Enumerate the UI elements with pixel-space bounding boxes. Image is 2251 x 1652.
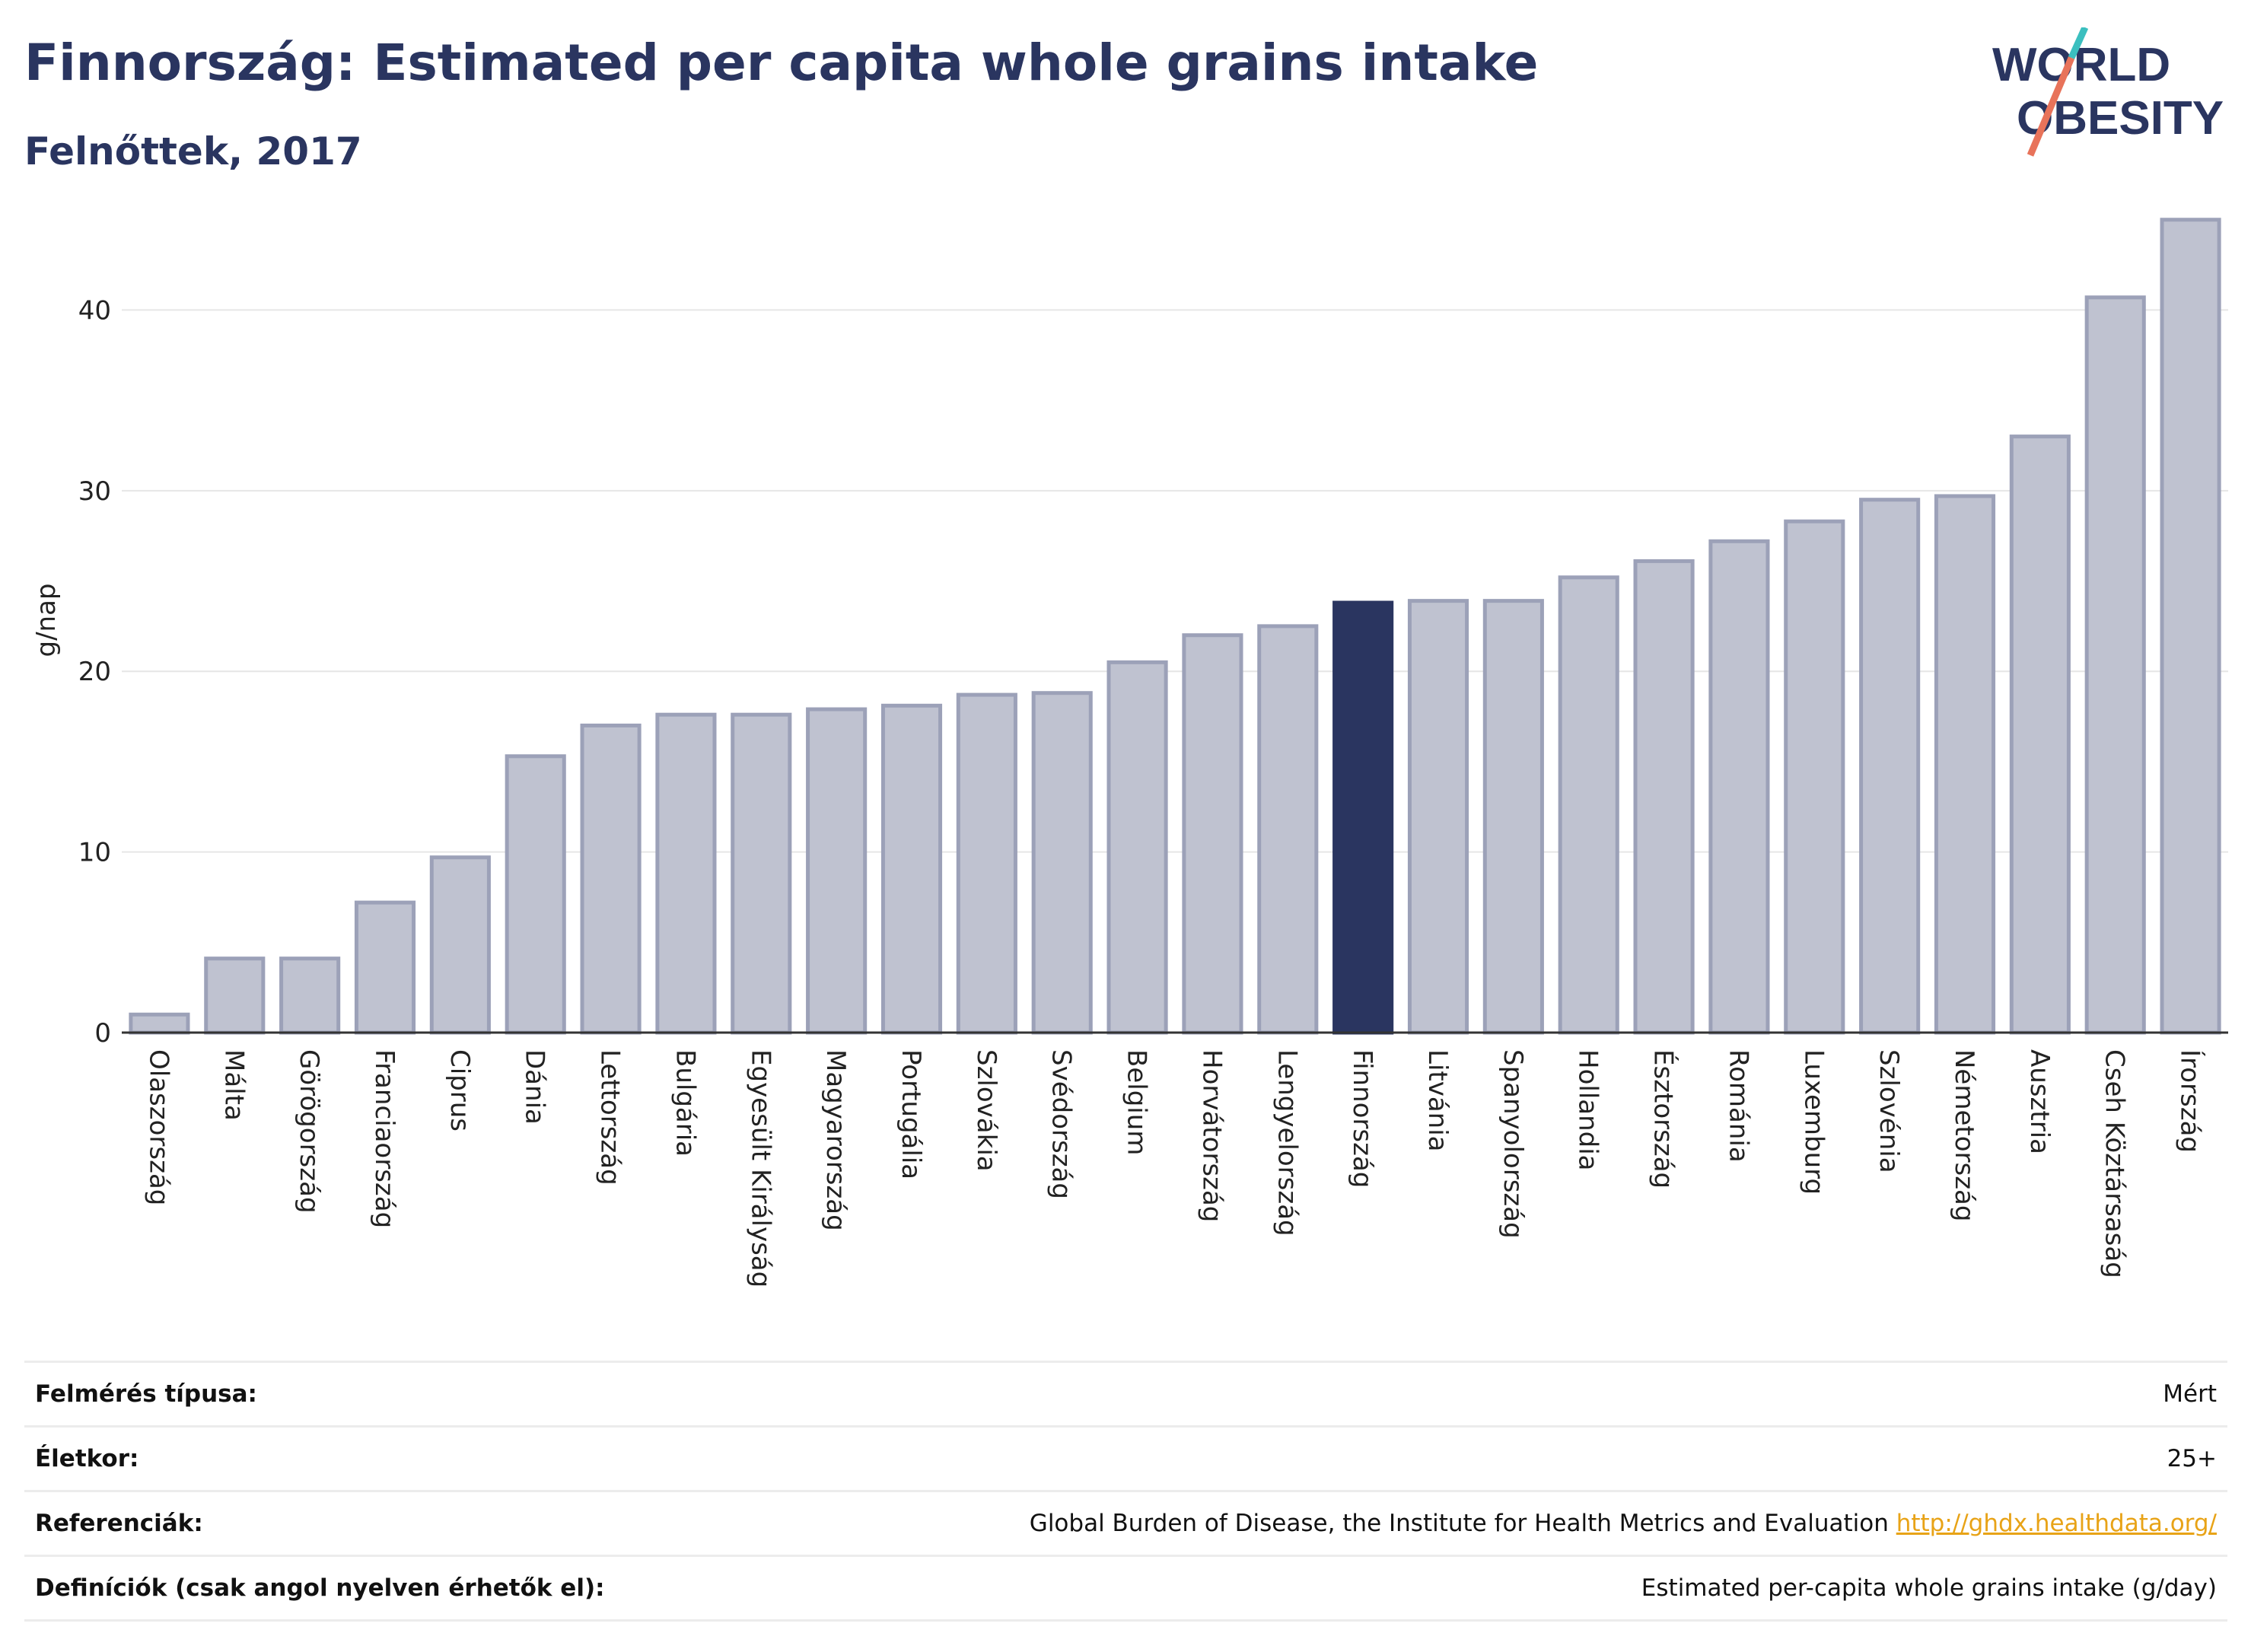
x-tick-label: Svédország (1046, 1049, 1077, 1199)
info-row-definitions: Definíciók (csak angol nyelven érhetők e… (24, 1555, 2227, 1622)
info-value: Estimated per-capita whole grains intake… (747, 1555, 2227, 1622)
x-tick-label: Egyesült Királyság (745, 1049, 775, 1288)
y-tick-label: 30 (78, 476, 111, 507)
logo-slash-coral (2027, 56, 2075, 157)
bar-13 (1106, 660, 1168, 1035)
x-tick-label: Szlovákia (971, 1049, 1001, 1172)
info-row-references: Referenciák: Global Burden of Disease, t… (24, 1490, 2227, 1556)
bar-chart: 0 10 20 30 40 Olaszország Málta Görögország Fra… (31, 218, 2228, 1288)
x-tick-label: Magyarország (820, 1049, 851, 1231)
bar-0 (129, 1012, 190, 1035)
y-tick-label: 0 (94, 1018, 111, 1049)
x-tick-label: Cseh Köztársaság (2100, 1049, 2130, 1278)
logo-line1: WORLD (1992, 39, 2170, 91)
info-table: Felmérés típusa: Mért Életkor: 25+ Refer… (24, 1361, 2227, 1622)
x-tick-label: Luxemburg (1798, 1049, 1829, 1195)
bar-18 (1482, 599, 1544, 1035)
x-tick-label: Hollandia (1573, 1049, 1603, 1171)
bar-1 (204, 957, 266, 1035)
info-label: Életkor: (24, 1425, 748, 1491)
bar-5 (505, 754, 566, 1035)
bar-8 (731, 712, 792, 1035)
bar-22 (1784, 519, 1845, 1035)
chart-subtitle: Felnőttek, 2017 (24, 129, 362, 173)
bar-25 (2009, 434, 2071, 1035)
info-row-survey-type: Felmérés típusa: Mért (24, 1361, 2227, 1427)
bar-10 (880, 703, 943, 1035)
bar-11 (956, 692, 1017, 1035)
x-tick-label: Észtország (1648, 1049, 1679, 1189)
bar-24 (1934, 494, 1996, 1035)
x-tick-label: Görögország (294, 1049, 324, 1214)
bar-4 (429, 855, 491, 1035)
x-tick-label: Lengyelország (1272, 1049, 1302, 1237)
y-axis-label: g/nap (31, 583, 62, 657)
info-label: Definíciók (csak angol nyelven érhetők e… (24, 1555, 748, 1622)
bar-21 (1708, 539, 1770, 1035)
x-tick-label: Málta (218, 1049, 249, 1121)
bar-9 (806, 707, 868, 1035)
bar-7 (655, 712, 717, 1035)
y-tick-label: 20 (78, 657, 111, 687)
x-tick-label: Finnország (1347, 1049, 1377, 1188)
x-tick-label: Szlovénia (1874, 1049, 1904, 1173)
x-tick-label: Lettország (595, 1049, 626, 1186)
info-value-references: Global Burden of Disease, the Institute … (747, 1490, 2227, 1556)
bar-6 (580, 723, 642, 1035)
y-axis-ticks: 0 10 20 30 40 (78, 295, 111, 1049)
bar-19 (1558, 575, 1619, 1035)
x-tick-label: Románia (1723, 1049, 1753, 1163)
info-row-age: Életkor: 25+ (24, 1425, 2227, 1491)
x-tick-label: Ciprus (444, 1049, 475, 1132)
info-value: 25+ (747, 1425, 2227, 1491)
x-tick-label: Bulgária (670, 1049, 700, 1157)
bars (129, 218, 2221, 1035)
chart-title: Finnország: Estimated per capita whole g… (24, 33, 1539, 92)
bar-23 (1859, 498, 1921, 1035)
bar-16 (1332, 600, 1394, 1035)
bar-2 (279, 957, 341, 1035)
bar-15 (1257, 624, 1319, 1035)
bar-26 (2084, 295, 2146, 1035)
x-axis-labels: Olaszország Málta Görögország Franciaország… (143, 1049, 2205, 1288)
x-tick-label: Olaszország (143, 1049, 174, 1205)
x-tick-label: Litvánia (1422, 1049, 1453, 1152)
y-tick-label: 10 (78, 838, 111, 868)
reference-link[interactable]: http://ghdx.healthdata.org/ (1896, 1510, 2217, 1537)
x-tick-label: Írország (2175, 1049, 2206, 1153)
info-value: Mért (747, 1361, 2227, 1427)
x-tick-label: Németország (1949, 1049, 1979, 1221)
bar-27 (2160, 218, 2221, 1035)
info-label: Referenciák: (24, 1490, 748, 1556)
bar-17 (1407, 599, 1469, 1035)
x-tick-label: Dánia (520, 1049, 550, 1125)
y-tick-label: 40 (78, 295, 111, 326)
x-tick-label: Belgium (1122, 1049, 1152, 1155)
x-tick-label: Ausztria (2024, 1049, 2055, 1154)
x-tick-label: Franciaország (369, 1049, 400, 1228)
x-tick-label: Horvátország (1196, 1049, 1227, 1222)
bar-14 (1182, 633, 1243, 1035)
world-obesity-logo: WORLD OBESITY (1992, 27, 2224, 157)
reference-text: Global Burden of Disease, the Institute … (1029, 1510, 1889, 1537)
x-tick-label: Portugália (896, 1049, 926, 1179)
x-tick-label: Spanyolország (1498, 1049, 1528, 1239)
info-label: Felmérés típusa: (24, 1361, 748, 1427)
logo-slash-teal (2068, 27, 2089, 59)
bar-20 (1633, 559, 1695, 1035)
bar-3 (354, 900, 416, 1035)
bar-12 (1031, 691, 1093, 1035)
